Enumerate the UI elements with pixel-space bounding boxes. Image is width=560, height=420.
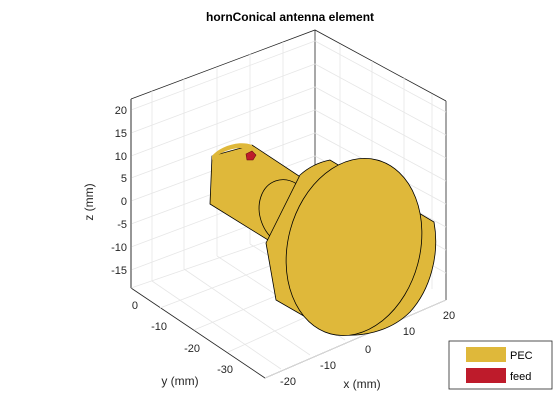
y-tick-label: 0: [132, 300, 138, 312]
horn-antenna: [209, 143, 437, 336]
z-tick-label: 15: [115, 128, 127, 140]
z-tick-label: -15: [111, 265, 127, 277]
x-tick-label: 20: [443, 310, 455, 322]
x-tick-labels: -20 -10 0 10 20: [280, 310, 455, 388]
z-tick-label: 5: [121, 173, 127, 185]
legend-label-feed: feed: [510, 371, 531, 383]
y-tick-labels: 0 -10 -20 -30: [132, 300, 233, 376]
y-tick-label: -30: [217, 364, 233, 376]
z-axis-label: z (mm): [82, 183, 96, 220]
y-tick-label: -20: [184, 343, 200, 355]
z-tick-label: 10: [115, 151, 127, 163]
x-tick-label: 10: [403, 326, 415, 338]
y-axis-label: y (mm): [161, 374, 198, 388]
x-tick-label: -20: [280, 376, 296, 388]
x-axis-label: x (mm): [343, 377, 380, 391]
z-tick-labels: 20 15 10 5 0 -5 -10 -15: [111, 105, 127, 277]
x-tick-label: -10: [320, 360, 336, 372]
legend-label-pec: PEC: [510, 350, 533, 362]
feed-element: [245, 150, 257, 161]
legend[interactable]: PEC feed: [448, 340, 553, 390]
horn-aperture: [285, 158, 423, 336]
z-tick-label: 20: [115, 105, 127, 117]
x-tick-label: 0: [365, 344, 371, 356]
y-tick-label: -10: [151, 321, 167, 333]
z-tick-label: 0: [121, 196, 127, 208]
z-tick-label: -5: [117, 219, 127, 231]
z-tick-label: -10: [111, 242, 127, 254]
plot-title: hornConical antenna element: [206, 10, 374, 24]
legend-swatch-feed: [466, 368, 506, 383]
waveguide-back-cap: [212, 143, 252, 160]
legend-swatch-pec: [466, 347, 506, 362]
